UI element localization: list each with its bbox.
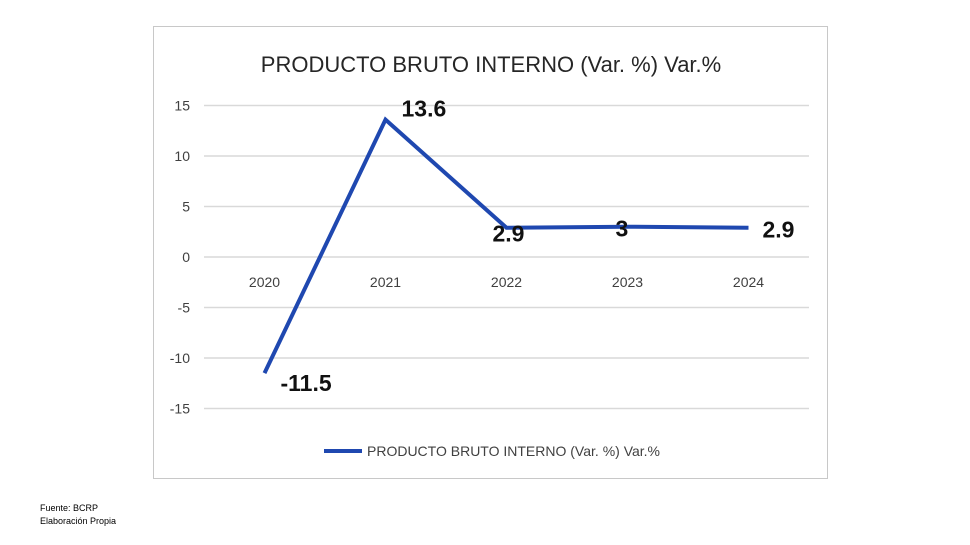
chart-frame: PRODUCTO BRUTO INTERNO (Var. %) Var.% 15… xyxy=(153,26,828,479)
y-tick-label: 5 xyxy=(182,199,190,215)
y-tick-label: 10 xyxy=(174,148,190,164)
data-label: 2.9 xyxy=(763,217,795,243)
data-label: -11.5 xyxy=(281,370,332,396)
x-tick-label: 2020 xyxy=(249,274,280,290)
y-tick-label: 0 xyxy=(182,249,190,265)
source-note: Fuente: BCRP xyxy=(40,503,99,513)
y-tick-label: -5 xyxy=(178,300,191,316)
x-tick-label: 2022 xyxy=(491,274,522,290)
elaboration-note: Elaboración Propia xyxy=(40,516,117,526)
series-line xyxy=(262,116,749,375)
y-tick-label: -10 xyxy=(170,350,190,366)
data-label: 3 xyxy=(616,216,629,242)
line-chart: PRODUCTO BRUTO INTERNO (Var. %) Var.% 15… xyxy=(170,52,809,459)
data-label: 2.9 xyxy=(493,221,525,247)
chart-title: PRODUCTO BRUTO INTERNO (Var. %) Var.% xyxy=(261,52,721,77)
y-tick-label: 15 xyxy=(174,98,190,114)
x-tick-label: 2023 xyxy=(612,274,643,290)
legend-label: PRODUCTO BRUTO INTERNO (Var. %) Var.% xyxy=(367,443,660,459)
x-tick-label: 2021 xyxy=(370,274,401,290)
y-tick-label: -15 xyxy=(170,401,190,417)
data-label: 13.6 xyxy=(402,96,447,122)
x-tick-label: 2024 xyxy=(733,274,764,290)
